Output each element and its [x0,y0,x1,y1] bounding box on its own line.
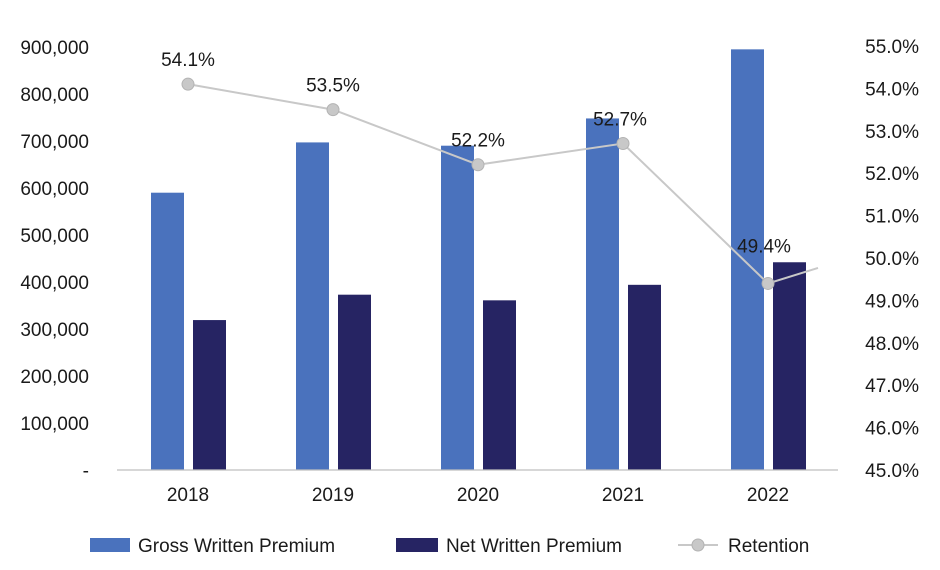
y-right-tick-label: 55.0% [865,37,919,58]
y-right-tick-label: 52.0% [865,164,919,185]
y-left-tick-label: 400,000 [20,273,89,294]
y-left-tick-label: 300,000 [20,320,89,341]
y-left-tick-label: 600,000 [20,179,89,200]
bar-net-written-premium [193,320,226,470]
bar-net-written-premium [773,262,806,470]
retention-point [181,77,195,91]
y-left-tick-label: 200,000 [20,367,89,388]
x-tick-label: 2020 [457,485,499,506]
bar-net-written-premium [483,300,516,470]
y-right-tick-label: 49.0% [865,291,919,312]
retention-point [326,103,340,117]
retention-data-label: 53.5% [306,76,360,97]
legend-swatch-net-written-premium [396,538,438,552]
x-tick-label: 2018 [167,485,209,506]
retention-data-label: 49.4% [737,236,791,257]
bar-net-written-premium [338,294,371,470]
y-left-tick-label: 800,000 [20,85,89,106]
x-tick-label: 2019 [312,485,354,506]
retention-data-label: 52.7% [593,110,647,131]
y-left-tick-label: 900,000 [20,38,89,59]
x-tick-label: 2022 [747,485,789,506]
retention-point [616,137,630,151]
legend-swatch-gross-written-premium [90,538,130,552]
y-right-tick-label: 53.0% [865,122,919,143]
y-left-tick-label: 100,000 [20,414,89,435]
y-right-tick-label: 54.0% [865,79,919,100]
legend-label-net-written-premium: Net Written Premium [446,536,622,557]
bar-gross-written-premium [586,118,619,470]
bar-gross-written-premium [151,192,184,470]
x-tick-label: 2021 [602,485,644,506]
y-right-tick-label: 50.0% [865,249,919,270]
y-left-tick-label: - [83,461,89,482]
retention-data-label: 52.2% [451,131,505,152]
retention-data-label: 54.1% [161,50,215,71]
y-left-tick-label: 500,000 [20,226,89,247]
retention-point [761,276,775,290]
legend-label-gross-written-premium: Gross Written Premium [138,536,335,557]
legend-label-retention: Retention [728,536,809,557]
y-right-tick-label: 46.0% [865,419,919,440]
y-left-tick-label: 700,000 [20,132,89,153]
bar-net-written-premium [628,284,661,470]
bar-gross-written-premium [441,145,474,470]
bar-gross-written-premium [296,142,329,470]
bar-gross-written-premium [731,49,764,470]
y-right-tick-label: 47.0% [865,376,919,397]
y-right-tick-label: 45.0% [865,461,919,482]
retention-point [471,158,485,172]
y-right-tick-label: 48.0% [865,334,919,355]
retention-line [187,83,819,285]
y-right-tick-label: 51.0% [865,207,919,228]
legend-swatch-retention-point [691,538,705,552]
